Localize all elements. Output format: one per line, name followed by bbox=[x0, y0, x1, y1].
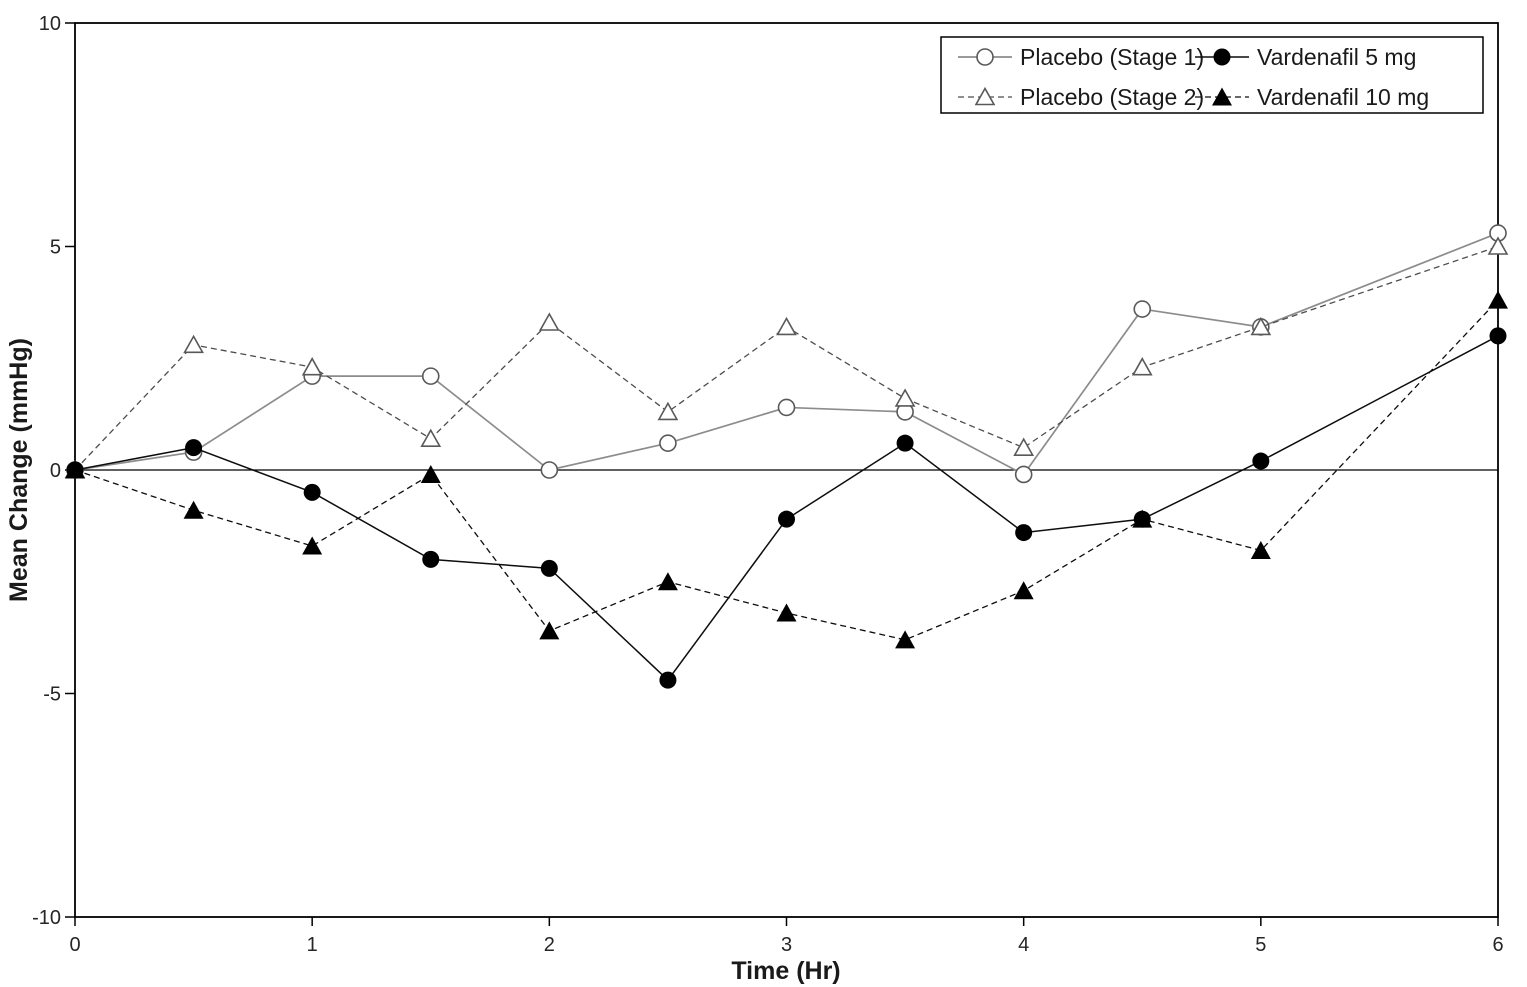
y-axis-title: Mean Change (mmHg) bbox=[5, 338, 33, 602]
data-point-marker bbox=[776, 316, 797, 336]
data-point-marker bbox=[538, 312, 560, 331]
legend-item: Vardenafil 10 mg bbox=[1195, 84, 1429, 110]
data-point-marker bbox=[1133, 510, 1151, 528]
data-point-marker bbox=[1013, 437, 1035, 456]
data-point-marker bbox=[185, 439, 203, 457]
data-point-marker bbox=[539, 621, 560, 640]
data-point-marker bbox=[895, 630, 916, 649]
data-point-marker bbox=[1212, 87, 1232, 106]
data-point-marker bbox=[1133, 300, 1152, 318]
legend: Placebo (Stage 1) Placebo (Stage 2) Varden… bbox=[940, 36, 1484, 114]
data-point-marker bbox=[420, 464, 441, 483]
data-point-marker bbox=[302, 536, 323, 555]
data-point-marker bbox=[657, 401, 679, 421]
data-point-marker bbox=[777, 398, 796, 417]
data-point-marker bbox=[1250, 540, 1271, 559]
y-tick-label: -5 bbox=[43, 684, 61, 706]
legend-item: Vardenafil 5 mg bbox=[1195, 44, 1416, 70]
data-point-marker bbox=[183, 500, 204, 519]
data-point-marker bbox=[420, 428, 442, 448]
y-tick-label: -10 bbox=[32, 907, 61, 929]
data-point-marker bbox=[421, 367, 440, 385]
y-tick-label: 5 bbox=[50, 237, 61, 259]
data-point-marker bbox=[896, 434, 914, 452]
data-point-marker bbox=[183, 334, 204, 354]
data-point-marker bbox=[659, 671, 677, 689]
x-tick-label: 4 bbox=[1018, 934, 1029, 956]
legend-label: Placebo (Stage 2) bbox=[1020, 84, 1204, 110]
x-tick-label: 6 bbox=[1492, 934, 1503, 956]
legend-label: Vardenafil 10 mg bbox=[1257, 84, 1429, 110]
x-tick-label: 5 bbox=[1255, 934, 1266, 956]
data-point-marker bbox=[66, 461, 84, 479]
series-line bbox=[74, 245, 1499, 471]
data-point-marker bbox=[976, 48, 994, 66]
data-point-marker bbox=[1489, 327, 1507, 345]
data-point-marker bbox=[894, 388, 916, 407]
data-point-marker bbox=[1015, 524, 1033, 542]
data-point-marker bbox=[1487, 236, 1509, 255]
series-vardenafil-5-mg bbox=[66, 327, 1507, 689]
y-tick-label: 0 bbox=[50, 460, 61, 482]
data-point-marker bbox=[776, 603, 797, 622]
series-line bbox=[74, 335, 1499, 682]
data-point-marker bbox=[1014, 465, 1033, 484]
series-placebo-stage-1- bbox=[66, 224, 1507, 484]
legend-box bbox=[940, 36, 1484, 114]
data-point-marker bbox=[1131, 357, 1153, 376]
legend-item: Placebo (Stage 2) bbox=[958, 84, 1204, 110]
series-vardenafil-10-mg bbox=[65, 290, 1508, 649]
data-point-marker bbox=[778, 510, 795, 528]
data-point-marker bbox=[303, 483, 321, 501]
series-line bbox=[74, 232, 1499, 476]
legend-label: Vardenafil 5 mg bbox=[1257, 44, 1416, 70]
data-point-marker bbox=[301, 357, 323, 376]
data-point-marker bbox=[540, 461, 559, 479]
legend-item: Placebo (Stage 1) bbox=[958, 44, 1204, 70]
x-tick-label: 1 bbox=[307, 934, 318, 956]
data-point-marker bbox=[1013, 581, 1034, 600]
data-point-marker bbox=[1488, 290, 1508, 309]
legend-label: Placebo (Stage 1) bbox=[1020, 44, 1204, 70]
series-placebo-stage-2- bbox=[64, 236, 1509, 479]
series-line bbox=[74, 299, 1499, 641]
data-point-marker bbox=[1213, 48, 1231, 66]
data-point-marker bbox=[1252, 452, 1270, 470]
y-tick-label: 10 bbox=[39, 13, 61, 35]
data-point-marker bbox=[1250, 316, 1272, 336]
x-tick-label: 2 bbox=[544, 934, 555, 956]
data-point-marker bbox=[659, 434, 677, 452]
x-tick-label: 0 bbox=[69, 934, 80, 956]
data-point-marker bbox=[657, 572, 678, 591]
x-tick-label: 3 bbox=[781, 934, 792, 956]
data-point-marker bbox=[540, 559, 558, 577]
data-point-marker bbox=[422, 550, 440, 568]
x-axis-title: Time (Hr) bbox=[731, 957, 840, 985]
data-point-marker bbox=[974, 86, 996, 106]
